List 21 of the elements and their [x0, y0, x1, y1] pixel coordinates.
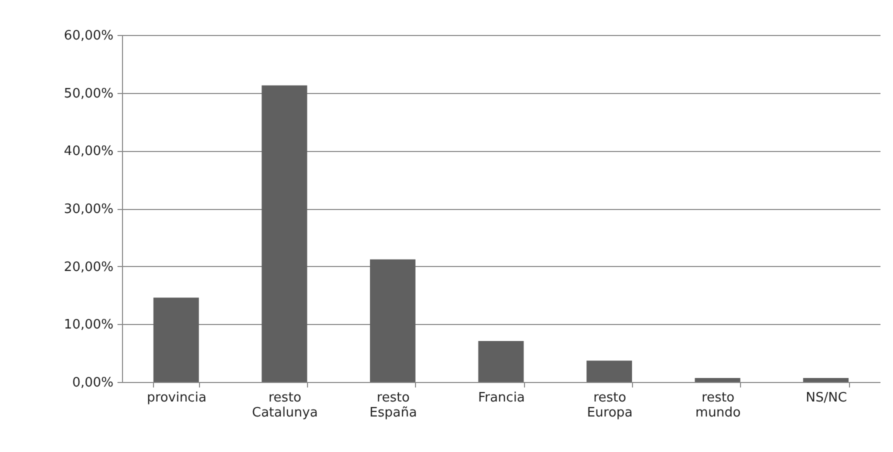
y-tick-label: 20,00%: [64, 260, 114, 275]
x-tick-label: resto Europa: [586, 390, 633, 420]
y-tick-label: 10,00%: [64, 318, 114, 333]
x-tick-label: resto España: [370, 390, 417, 420]
bar: [262, 85, 308, 382]
x-tick-label: resto Catalunya: [252, 390, 318, 420]
bar: [586, 360, 632, 382]
bar: [153, 298, 199, 382]
x-tick-label: provincia: [146, 390, 206, 406]
x-tick-label: NS/NC: [806, 390, 847, 406]
bar: [694, 378, 740, 382]
bar: [803, 378, 849, 382]
bar: [478, 340, 524, 382]
y-tick-label: 0,00%: [72, 376, 114, 390]
bar: [370, 259, 416, 382]
y-tick-label: 30,00%: [64, 202, 114, 217]
y-tick-label: 60,00%: [64, 28, 114, 44]
x-tick-label: Francia: [478, 390, 525, 406]
y-tick-label: 50,00%: [64, 86, 114, 102]
y-tick-label: 40,00%: [64, 144, 114, 160]
x-tick-label: resto mundo: [695, 390, 741, 420]
